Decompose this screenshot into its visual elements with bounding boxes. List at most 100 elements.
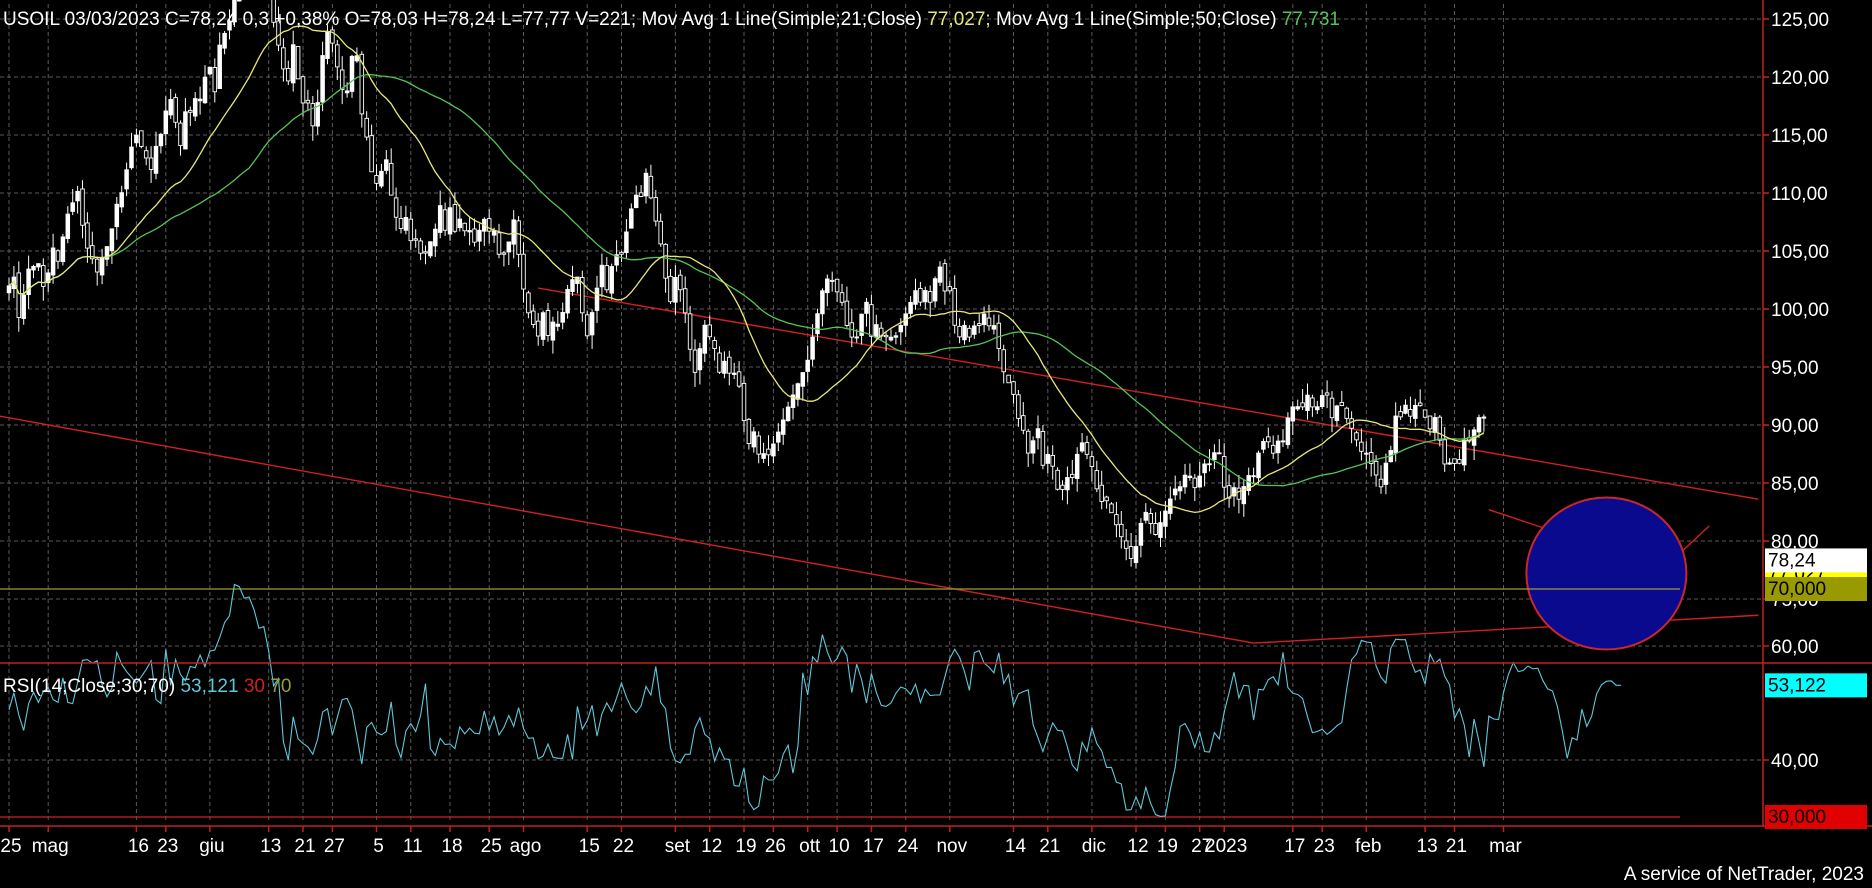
candle-body bbox=[923, 290, 928, 303]
candle-body bbox=[761, 453, 766, 459]
moving-averages bbox=[8, 25, 1485, 514]
candle-body bbox=[756, 435, 761, 455]
candle-body bbox=[153, 145, 159, 174]
candle-body bbox=[1476, 417, 1482, 433]
candle-body bbox=[697, 348, 703, 371]
candle-body bbox=[722, 360, 727, 374]
candle-body bbox=[90, 245, 95, 260]
price-tick-label: 110,00 bbox=[1771, 184, 1828, 205]
candle-body bbox=[1417, 402, 1423, 407]
candle-body bbox=[1221, 456, 1227, 488]
candle-body bbox=[472, 228, 477, 243]
candle-body bbox=[178, 122, 183, 147]
candle-body bbox=[962, 324, 967, 341]
time-tick-label: 16 bbox=[128, 836, 149, 857]
price-tick-label: 125,00 bbox=[1771, 10, 1829, 31]
highlight-ellipse bbox=[1525, 496, 1688, 651]
candle-body bbox=[614, 254, 619, 266]
candle-body bbox=[854, 336, 859, 339]
candle-body bbox=[119, 192, 124, 208]
time-tick-label: giu bbox=[199, 836, 224, 857]
time-tick-label: 19 bbox=[735, 836, 756, 857]
candle-body bbox=[183, 111, 188, 150]
candle-body bbox=[109, 228, 115, 252]
candle-body bbox=[31, 265, 36, 271]
candle-body bbox=[437, 205, 443, 233]
candle-body bbox=[1001, 349, 1006, 373]
candle-body bbox=[1481, 416, 1487, 419]
candle-body bbox=[638, 192, 644, 197]
candle-body bbox=[1172, 488, 1178, 496]
highlight-circle bbox=[1525, 496, 1688, 651]
time-tick-label: 13 bbox=[1417, 836, 1438, 857]
candle-body bbox=[516, 220, 521, 255]
candle-body bbox=[1447, 462, 1452, 465]
candle-body bbox=[330, 29, 335, 44]
candle-body bbox=[339, 69, 345, 90]
candle-body bbox=[1300, 402, 1305, 408]
candle-body bbox=[1006, 374, 1011, 384]
candle-body bbox=[1241, 486, 1247, 505]
rsi30-tag-box bbox=[1765, 805, 1867, 829]
candle-body bbox=[663, 243, 668, 279]
candle-body bbox=[658, 220, 663, 245]
candle-body bbox=[349, 55, 355, 92]
candle-body bbox=[217, 44, 222, 89]
rsi-label: RSI(14;Close;30;70) bbox=[3, 676, 175, 697]
candle-body bbox=[393, 197, 399, 218]
time-tick-label: 21 bbox=[1446, 836, 1467, 857]
candle-body bbox=[550, 321, 556, 341]
candle-body bbox=[1329, 397, 1335, 419]
candle-body bbox=[874, 324, 879, 338]
price-tick-label: 85,00 bbox=[1771, 474, 1819, 495]
time-tick-label: 13 bbox=[260, 836, 281, 857]
candle-body bbox=[207, 66, 213, 75]
candle-body bbox=[1349, 418, 1354, 429]
candle-body bbox=[374, 175, 379, 184]
time-tick-label: feb bbox=[1355, 836, 1381, 857]
candle-body bbox=[643, 172, 649, 197]
candle-body bbox=[1285, 417, 1291, 446]
candle-body bbox=[1109, 503, 1114, 514]
candle-body bbox=[521, 253, 526, 290]
candle-body bbox=[1011, 381, 1016, 395]
candle-body bbox=[1378, 478, 1384, 488]
candle-body bbox=[1182, 474, 1188, 488]
candle-body bbox=[580, 277, 585, 314]
rsi-header: RSI(14;Close;30;70) 53,121 30 70 bbox=[3, 676, 291, 697]
candle-body bbox=[197, 98, 203, 102]
time-tick-label: 19 bbox=[1157, 836, 1178, 857]
candle-body bbox=[893, 335, 899, 338]
candle-body bbox=[633, 194, 639, 209]
time-tick-label: ott bbox=[799, 836, 821, 857]
candle-body bbox=[1016, 394, 1021, 419]
candle-body bbox=[678, 274, 683, 291]
candle-body bbox=[41, 265, 46, 287]
candle-body bbox=[1094, 470, 1100, 490]
candle-body bbox=[776, 431, 781, 443]
candle-body bbox=[1207, 463, 1212, 466]
candle-body bbox=[1025, 430, 1031, 454]
instrument: USOIL bbox=[3, 9, 59, 30]
candle-body bbox=[570, 279, 575, 292]
candle-body bbox=[1231, 487, 1237, 497]
candle-body bbox=[428, 241, 433, 257]
candle-body bbox=[810, 336, 815, 360]
candle-body bbox=[1099, 484, 1104, 502]
candle-body bbox=[1315, 406, 1320, 411]
candle-body bbox=[237, 0, 242, 2]
candle-body bbox=[682, 288, 688, 314]
candle-body bbox=[447, 207, 453, 235]
candle-body bbox=[991, 325, 997, 330]
candle-body bbox=[1163, 510, 1168, 527]
time-tick-label: 10 bbox=[829, 836, 850, 857]
candle-body bbox=[80, 188, 85, 226]
time-tick-label: ago bbox=[510, 836, 542, 857]
candle-body bbox=[65, 213, 71, 239]
candle-body bbox=[202, 76, 208, 104]
candle-body bbox=[1089, 456, 1095, 467]
candle-body bbox=[1045, 454, 1051, 464]
time-tick-label: mar bbox=[1489, 836, 1522, 857]
